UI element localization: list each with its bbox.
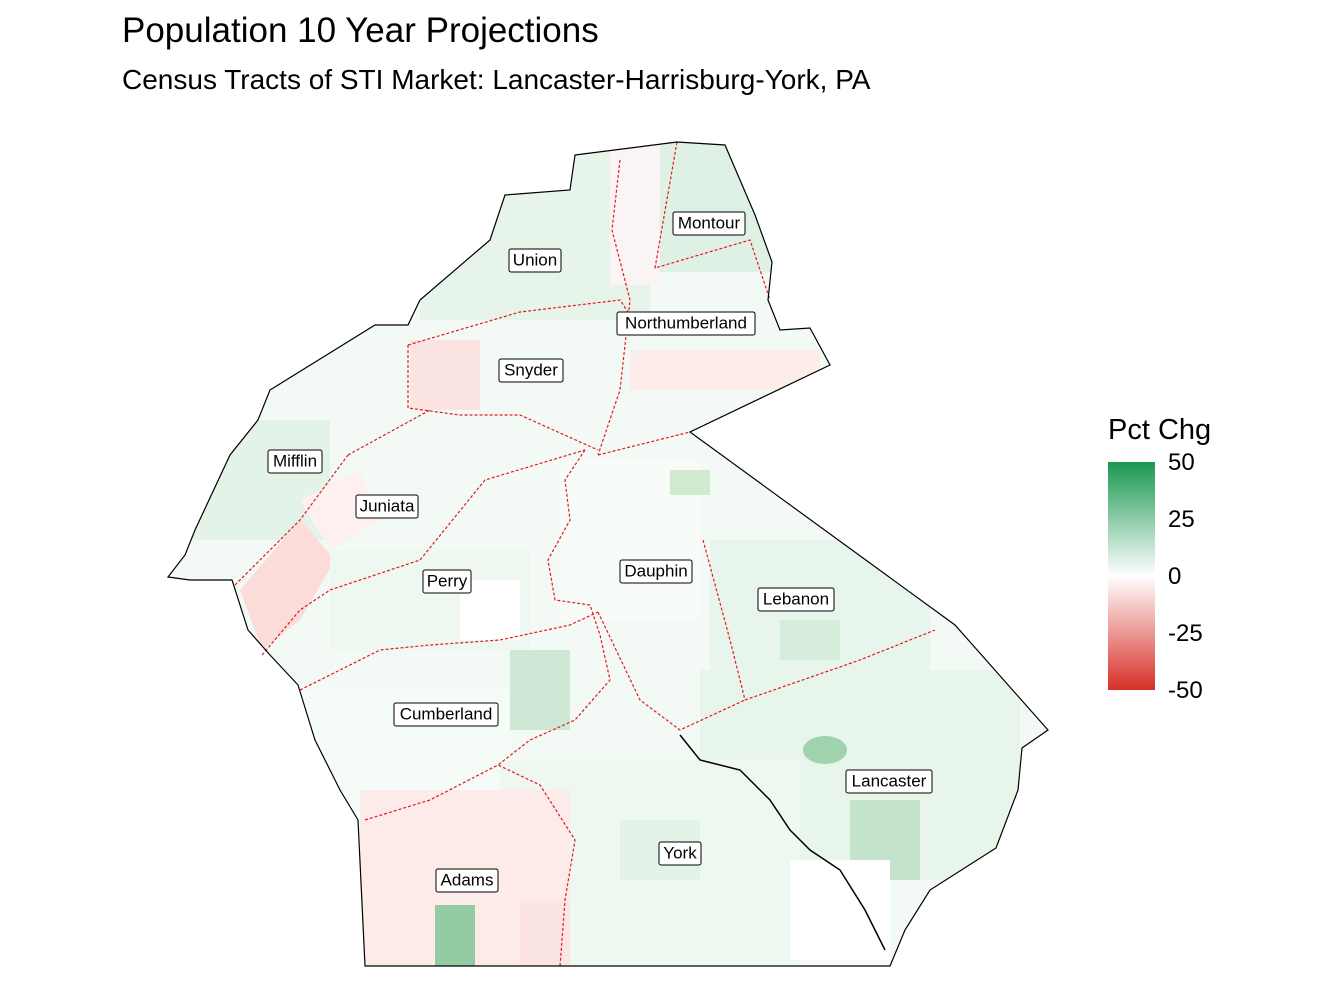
legend-color-bar — [1108, 462, 1155, 690]
svg-text:Juniata: Juniata — [360, 496, 415, 515]
county-label-mifflin: Mifflin — [267, 449, 323, 474]
river-line — [679, 734, 886, 951]
svg-text:Adams: Adams — [441, 870, 494, 889]
county-label-northumberland: Northumberland — [616, 311, 756, 336]
map-title: Population 10 Year Projections — [122, 11, 599, 50]
svg-text:Northumberland: Northumberland — [625, 313, 747, 332]
svg-text:Snyder: Snyder — [504, 360, 558, 379]
svg-text:Dauphin: Dauphin — [624, 561, 687, 580]
county-label-dauphin: Dauphin — [619, 559, 693, 584]
legend-tick-0: 0 — [1168, 563, 1182, 590]
svg-text:Lancaster: Lancaster — [852, 771, 927, 790]
county-label-union: Union — [508, 248, 562, 273]
legend-tick-neg50: -50 — [1168, 677, 1203, 704]
county-label-juniata: Juniata — [355, 494, 419, 519]
svg-text:Montour: Montour — [678, 213, 741, 232]
legend-title: Pct Chg — [1108, 414, 1212, 446]
county-label-cumberland: Cumberland — [393, 702, 499, 727]
county-label-snyder: Snyder — [498, 358, 564, 383]
county-label-lancaster: Lancaster — [845, 769, 933, 794]
svg-text:Cumberland: Cumberland — [400, 704, 493, 723]
svg-text:Mifflin: Mifflin — [273, 451, 317, 470]
legend-tick-50: 50 — [1168, 449, 1195, 476]
legend-tick-neg25: -25 — [1168, 620, 1203, 647]
county-labels: Montour Union Northumberland Snyder Miff… — [267, 211, 933, 893]
svg-text:Perry: Perry — [427, 571, 468, 590]
map-subtitle: Census Tracts of STI Market: Lancaster-H… — [122, 64, 871, 95]
svg-text:Union: Union — [513, 250, 557, 269]
county-label-lebanon: Lebanon — [757, 587, 835, 612]
tract-fill-layer — [168, 142, 1048, 966]
svg-text:York: York — [663, 843, 697, 862]
legend-tick-25: 25 — [1168, 506, 1195, 533]
county-label-perry: Perry — [422, 569, 472, 594]
svg-text:Lebanon: Lebanon — [763, 589, 829, 608]
county-label-york: York — [658, 841, 702, 866]
county-label-adams: Adams — [435, 868, 499, 893]
county-label-montour: Montour — [672, 211, 746, 236]
